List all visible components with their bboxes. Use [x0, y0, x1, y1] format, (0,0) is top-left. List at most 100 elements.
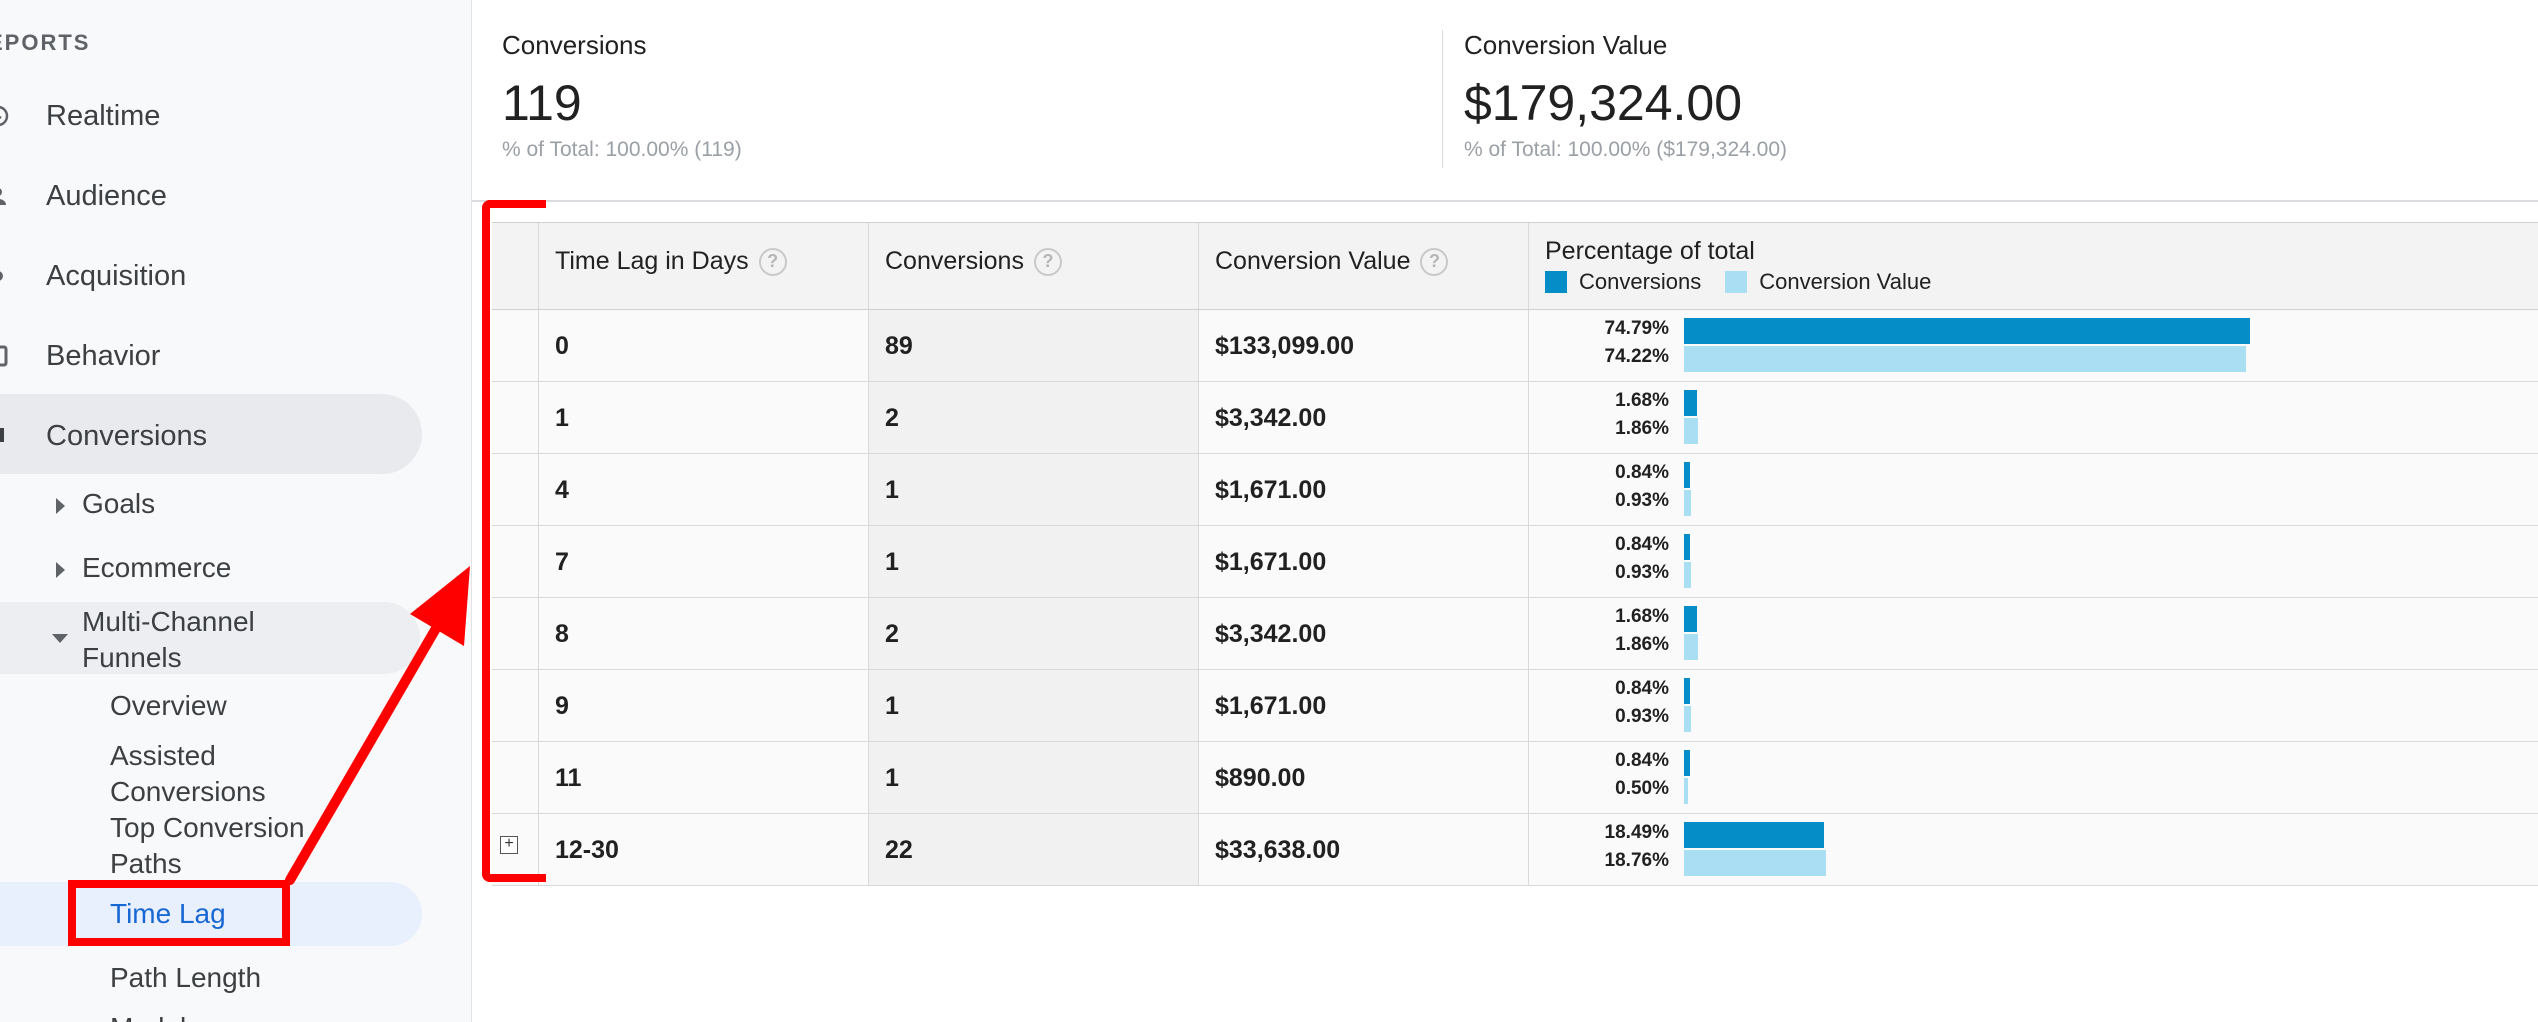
- scorecard-subtext: % of Total: 100.00% (119): [502, 138, 742, 161]
- cell-value: $133,099.00: [1215, 332, 1355, 360]
- percentage-conversions-label: 18.49%: [1604, 822, 1669, 843]
- cell-time-lag: 8: [538, 598, 868, 669]
- scorecard-label: Conversions: [502, 30, 647, 60]
- cell-value: 2: [885, 404, 899, 432]
- cell-time-lag: 4: [538, 454, 868, 525]
- bar-conversions: [1684, 318, 2250, 344]
- cell-conversion-value: $1,671.00: [1198, 454, 1528, 525]
- cell-conversion-value: $890.00: [1198, 742, 1528, 813]
- sidebar-item-label: Acquisition: [46, 259, 187, 292]
- cell-value: 0: [555, 332, 569, 360]
- chevron-right-icon: [56, 498, 65, 514]
- expand-icon[interactable]: +: [500, 836, 518, 854]
- cell-value: 1: [885, 692, 899, 720]
- cell-value: 4: [555, 476, 569, 504]
- bar-conversion-value: [1684, 490, 1692, 516]
- table-row[interactable]: 8 2 $3,342.00 1.68% 1.86%: [492, 598, 2538, 670]
- sidebar-item-time-lag[interactable]: Time Lag: [110, 898, 226, 929]
- table-row[interactable]: 0 89 $133,099.00 74.79% 74.22%: [492, 310, 2538, 382]
- cell-value: 2: [885, 620, 899, 648]
- sidebar: EPORTS Realtime Audience Acquisition Beh…: [0, 0, 472, 1022]
- percentage-conversions-label: 0.84%: [1615, 462, 1669, 483]
- table-row[interactable]: 11 1 $890.00 0.84% 0.50%: [492, 742, 2538, 814]
- cell-percentage: 0.84% 0.93%: [1528, 454, 2538, 525]
- scorecard-label: Conversion Value: [1464, 30, 1668, 60]
- cell-time-lag: 1: [538, 382, 868, 453]
- header-label: Conversions: [885, 247, 1024, 275]
- divider: [472, 200, 2538, 202]
- cell-value: 1: [885, 764, 899, 792]
- legend-label: Conversion Value: [1759, 269, 1932, 294]
- sidebar-item-model[interactable]: Model: [110, 1010, 186, 1022]
- bar-conversions: [1684, 390, 1697, 416]
- header-cell-conversion-value[interactable]: Conversion Value?: [1198, 223, 1528, 309]
- scorecard-value: 119: [502, 75, 582, 131]
- percentage-value-label: 0.93%: [1615, 706, 1669, 727]
- row-expand-cell: +: [492, 814, 538, 885]
- cell-time-lag: 7: [538, 526, 868, 597]
- cell-value: 7: [555, 548, 569, 576]
- cell-value: $3,342.00: [1215, 404, 1327, 432]
- sidebar-item-label: Conversions: [110, 776, 266, 807]
- cell-value: 22: [885, 836, 913, 864]
- sidebar-item-overview[interactable]: Overview: [110, 690, 227, 721]
- cell-conversion-value: $1,671.00: [1198, 526, 1528, 597]
- sidebar-item-goals[interactable]: Goals: [82, 488, 156, 519]
- header-label: Time Lag in Days: [555, 247, 749, 275]
- sidebar-item-label: Assisted: [110, 740, 216, 771]
- cell-value: $1,671.00: [1215, 548, 1327, 576]
- cell-value: 1: [555, 404, 569, 432]
- header-cell-percentage: Percentage of total Conversions Conversi…: [1528, 223, 2538, 309]
- cell-percentage: 18.49% 18.76%: [1528, 814, 2538, 885]
- cell-conversions: 1: [868, 526, 1198, 597]
- bar-conversion-value: [1684, 346, 2246, 372]
- header-cell-time-lag[interactable]: Time Lag in Days?: [538, 223, 868, 309]
- sidebar-item-ecommerce[interactable]: Ecommerce: [82, 552, 232, 583]
- cell-conversions: 1: [868, 670, 1198, 741]
- scorecard-conversions: Conversions 119 % of Total: 100.00% (119…: [502, 0, 1402, 200]
- sidebar-item-assisted-conversions[interactable]: Assisted Conversions: [110, 738, 266, 810]
- percentage-value-label: 18.76%: [1604, 850, 1669, 871]
- cell-percentage: 1.68% 1.86%: [1528, 598, 2538, 669]
- cell-conversions: 89: [868, 310, 1198, 381]
- sidebar-item-multi-channel-funnels[interactable]: Multi-Channel Funnels: [82, 604, 255, 676]
- cell-value: $33,638.00: [1215, 836, 1341, 864]
- cell-conversions: 22: [868, 814, 1198, 885]
- cell-value: $1,671.00: [1215, 692, 1327, 720]
- cell-percentage: 0.84% 0.93%: [1528, 670, 2538, 741]
- table-row[interactable]: 1 2 $3,342.00 1.68% 1.86%: [492, 382, 2538, 454]
- header-label: Conversion Value: [1215, 247, 1411, 275]
- cell-conversions: 2: [868, 382, 1198, 453]
- percentage-conversions-label: 1.68%: [1615, 390, 1669, 411]
- table-row[interactable]: 7 1 $1,671.00 0.84% 0.93%: [492, 526, 2538, 598]
- help-icon[interactable]: ?: [758, 247, 787, 276]
- scorecard-divider: [1442, 30, 1443, 168]
- cell-time-lag: 9: [538, 670, 868, 741]
- bar-conversions: [1684, 462, 1691, 488]
- percentage-conversions-label: 1.68%: [1615, 606, 1669, 627]
- cell-time-lag: 0: [538, 310, 868, 381]
- percentage-conversions-label: 74.79%: [1604, 318, 1669, 339]
- chevron-right-icon: [56, 562, 65, 578]
- chart-legend: Conversions Conversion Value: [1545, 269, 1955, 295]
- header-cell-conversions[interactable]: Conversions?: [868, 223, 1198, 309]
- help-icon[interactable]: ?: [1420, 247, 1449, 276]
- bar-conversion-value: [1684, 706, 1692, 732]
- sidebar-item-top-conversion-paths[interactable]: Top Conversion Paths: [110, 810, 305, 882]
- bar-conversion-value: [1684, 562, 1692, 588]
- legend-label: Conversions: [1579, 269, 1702, 294]
- sidebar-item-label: Paths: [110, 848, 182, 879]
- legend-swatch-conversion-value: [1725, 271, 1748, 293]
- table-row[interactable]: + 12-30 22 $33,638.00 18.49% 18.76%: [492, 814, 2538, 886]
- bar-conversions: [1684, 606, 1697, 632]
- percentage-value-label: 0.93%: [1615, 562, 1669, 583]
- table-row[interactable]: 9 1 $1,671.00 0.84% 0.93%: [492, 670, 2538, 742]
- sidebar-item-path-length[interactable]: Path Length: [110, 962, 262, 993]
- help-icon[interactable]: ?: [1033, 247, 1062, 276]
- percentage-conversions-label: 0.84%: [1615, 678, 1669, 699]
- table-row[interactable]: 4 1 $1,671.00 0.84% 0.93%: [492, 454, 2538, 526]
- sidebar-item-label: Multi-Channel: [82, 606, 255, 637]
- cell-value: 1: [885, 476, 899, 504]
- annotation-highlight-box: [68, 880, 290, 946]
- percentage-value-label: 1.86%: [1615, 634, 1669, 655]
